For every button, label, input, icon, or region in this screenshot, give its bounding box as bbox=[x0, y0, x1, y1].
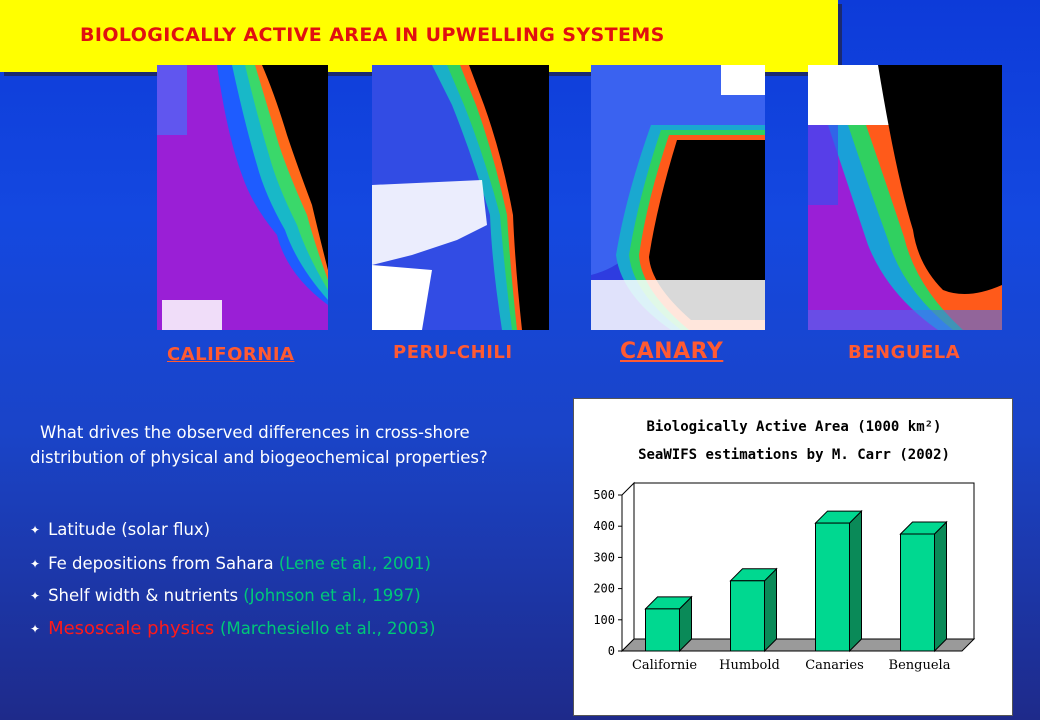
benguela-satellite-image bbox=[808, 65, 1002, 330]
california-label[interactable]: CALIFORNIA bbox=[167, 344, 295, 365]
bar bbox=[815, 522, 850, 652]
benguela-label: BENGUELA bbox=[848, 342, 961, 363]
x-category-label: Californie bbox=[632, 658, 697, 673]
bar bbox=[645, 608, 680, 652]
y-tick-label: 100 bbox=[593, 613, 615, 627]
bar bbox=[730, 580, 765, 652]
y-tick-label: 0 bbox=[608, 644, 615, 658]
question-body: What drives the observed differences in … bbox=[30, 423, 488, 467]
star-bullet-icon: ✦ bbox=[30, 589, 41, 603]
y-tick-label: 300 bbox=[593, 550, 615, 564]
bullet-latitude: ✦ Latitude (solar flux) bbox=[30, 520, 211, 539]
canary-satellite-image bbox=[591, 65, 765, 330]
bar-side bbox=[764, 567, 777, 653]
canary-label[interactable]: CANARY bbox=[620, 339, 724, 364]
star-bullet-icon: ✦ bbox=[30, 622, 41, 636]
bar-side bbox=[849, 509, 862, 653]
question-text: What drives the observed differences in … bbox=[30, 420, 530, 470]
y-tick-label: 500 bbox=[593, 488, 615, 502]
bullet-fe-depositions: ✦ Fe depositions from Sahara (Lene et al.… bbox=[30, 554, 431, 573]
bar-chart: 0 100 200 300 400 500 Californie Humbold Canarie… bbox=[593, 481, 976, 673]
chart-subtitle: SeaWIFS estimations by M. Carr (2002) bbox=[638, 447, 950, 463]
x-category-label: Canaries bbox=[805, 658, 864, 673]
peru-chili-satellite-image bbox=[372, 65, 549, 330]
bar-side bbox=[934, 520, 947, 653]
title-bar: BIOLOGICALLY ACTIVE AREA IN UPWELLING SY… bbox=[0, 0, 838, 72]
peru-chili-label: PERU-CHILI bbox=[393, 342, 513, 363]
x-category-label: Benguela bbox=[889, 658, 951, 673]
y-tick-label: 200 bbox=[593, 582, 615, 596]
plot-side-wall bbox=[621, 481, 635, 653]
california-satellite-image bbox=[157, 65, 328, 330]
bar bbox=[900, 533, 935, 652]
chart-title: Biologically Active Area (1000 km²) bbox=[646, 419, 942, 435]
x-category-label: Humbold bbox=[719, 658, 780, 673]
star-bullet-icon: ✦ bbox=[30, 557, 41, 571]
star-bullet-icon: ✦ bbox=[30, 523, 41, 537]
bullet-shelf-width: ✦ Shelf width & nutrients (Johnson et al.… bbox=[30, 586, 421, 605]
bar-chart-panel: Biologically Active Area (1000 km²) SeaW… bbox=[573, 398, 1013, 716]
slide-title: BIOLOGICALLY ACTIVE AREA IN UPWELLING SY… bbox=[80, 24, 665, 46]
y-tick-label: 400 bbox=[593, 519, 615, 533]
bullet-mesoscale: ✦ Mesoscale physics (Marchesiello et al.,… bbox=[30, 618, 436, 639]
